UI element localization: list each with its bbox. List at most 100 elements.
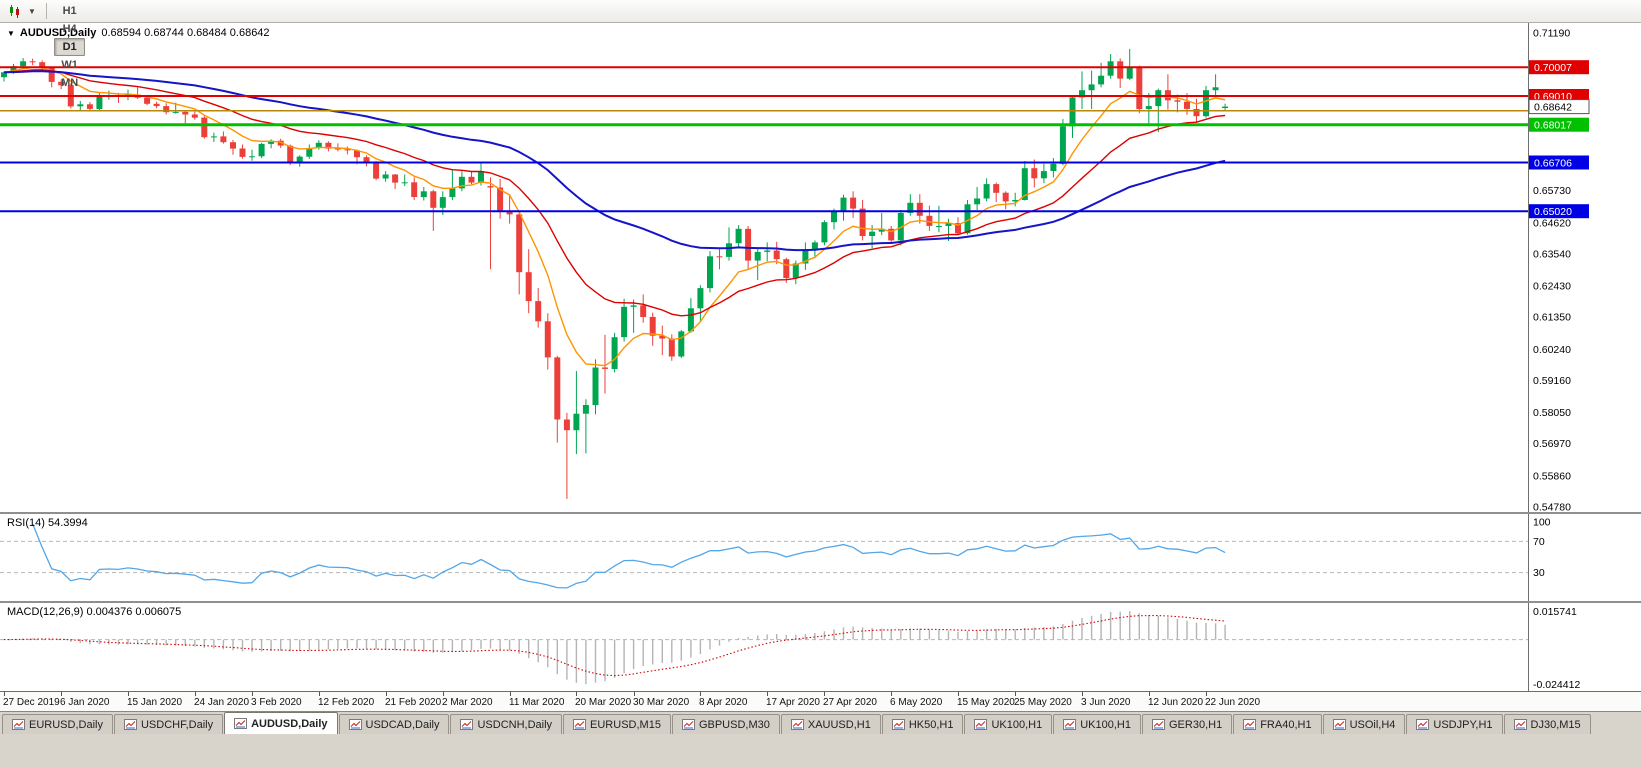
time-axis-tick xyxy=(767,692,768,696)
chart-tab-dj30-m15[interactable]: DJ30,M15 xyxy=(1503,714,1591,734)
time-axis-tick xyxy=(443,692,444,696)
chart-tab-eurusd-daily[interactable]: EURUSD,Daily xyxy=(2,714,113,734)
macd-label: MACD(12,26,9) 0.004376 0.006075 xyxy=(7,606,182,618)
chart-tab-eurusd-m15[interactable]: EURUSD,M15 xyxy=(563,714,671,734)
tab-chart-icon xyxy=(681,719,695,730)
time-axis-tick xyxy=(1082,692,1083,696)
panel-splitter-rsi[interactable] xyxy=(0,512,1641,514)
tab-chart-icon xyxy=(1243,719,1257,730)
svg-text:0.56970: 0.56970 xyxy=(1533,438,1571,450)
rsi-label: RSI(14) 54.3994 xyxy=(7,517,88,529)
chart-tab-ger30-h1[interactable]: GER30,H1 xyxy=(1142,714,1233,734)
time-axis-tick xyxy=(4,692,5,696)
time-axis-tick xyxy=(252,692,253,696)
chart-tab-uk100-h1[interactable]: UK100,H1 xyxy=(1053,714,1141,734)
svg-text:0.68017: 0.68017 xyxy=(1534,120,1572,132)
tab-label: EURUSD,M15 xyxy=(590,718,661,731)
chart-type-icon[interactable] xyxy=(5,2,26,21)
macd-panel[interactable]: 0.015741 -0.024412 MACD(12,26,9) 0.004376… xyxy=(0,603,1641,691)
time-axis-tick xyxy=(128,692,129,696)
rsi-levels xyxy=(0,540,1528,574)
chart-tab-usdjpy-h1[interactable]: USDJPY,H1 xyxy=(1406,714,1503,734)
bottom-area xyxy=(0,734,1641,767)
time-axis-label: 25 May 2020 xyxy=(1014,697,1072,708)
chart-tab-gbpusd-m30[interactable]: GBPUSD,M30 xyxy=(671,714,780,734)
tab-chart-icon xyxy=(1063,719,1077,730)
time-axis-label: 11 Mar 2020 xyxy=(509,697,565,708)
tab-chart-icon xyxy=(348,719,362,730)
svg-text:0.61350: 0.61350 xyxy=(1533,312,1571,324)
tab-label: USDCAD,Daily xyxy=(365,718,440,731)
main-chart-svg: 0.71190 0.65730 0.64620 0.63540 0.62430 0.613… xyxy=(0,23,1641,512)
time-axis-label: 27 Dec 2019 xyxy=(3,697,60,708)
tab-label: USDCHF,Daily xyxy=(140,718,214,731)
panel-splitter-macd[interactable] xyxy=(0,601,1641,603)
tab-chart-icon xyxy=(790,719,804,730)
tab-label: GER30,H1 xyxy=(1169,718,1223,731)
svg-text:-0.024412: -0.024412 xyxy=(1533,679,1580,691)
tab-label: HK50,H1 xyxy=(908,718,954,731)
timeframe-buttons: M1M5M15M30H1H4D1W1MN xyxy=(53,0,86,92)
tab-label: XAUUSD,H1 xyxy=(807,718,871,731)
svg-text:0.71190: 0.71190 xyxy=(1533,28,1570,40)
chart-symbol-label: AUDUSD,Daily xyxy=(19,27,97,39)
svg-text:0.63540: 0.63540 xyxy=(1533,249,1571,261)
svg-text:0.55860: 0.55860 xyxy=(1533,470,1571,482)
horizontal-lines-layer[interactable] xyxy=(0,66,1528,213)
tab-chart-icon xyxy=(234,718,248,729)
time-axis-tick xyxy=(958,692,959,696)
svg-text:0.54780: 0.54780 xyxy=(1533,502,1571,513)
svg-text:0.65730: 0.65730 xyxy=(1533,185,1571,197)
time-axis-tick xyxy=(700,692,701,696)
chart-tab-usoil-h4[interactable]: USOil,H4 xyxy=(1322,714,1406,734)
tab-chart-icon xyxy=(1152,719,1165,730)
chart-tab-usdcad-daily[interactable]: USDCAD,Daily xyxy=(338,714,450,734)
chart-tab-usdcnh-daily[interactable]: USDCNH,Daily xyxy=(450,714,563,734)
tab-label: DJ30,M15 xyxy=(1530,718,1581,731)
macd-histogram xyxy=(12,611,1226,685)
chart-tab-fra40-h1[interactable]: FRA40,H1 xyxy=(1233,714,1322,734)
timeframe-button-w1[interactable]: W1 xyxy=(61,59,78,71)
toolbar: ▼ M1M5M15M30H1H4D1W1MN xyxy=(0,0,1641,89)
tab-label: USOil,H4 xyxy=(1349,718,1396,731)
moving-averages-layer xyxy=(3,66,1226,367)
time-axis-label: 21 Feb 2020 xyxy=(385,697,442,708)
tab-chart-icon xyxy=(12,719,25,730)
time-axis-tick xyxy=(1015,692,1016,696)
svg-text:0.60240: 0.60240 xyxy=(1533,344,1571,356)
time-axis-label: 24 Jan 2020 xyxy=(194,697,250,708)
time-axis-label: 20 Mar 2020 xyxy=(575,697,632,708)
chart-type-dropdown-icon[interactable]: ▼ xyxy=(28,6,36,16)
svg-text:0.62430: 0.62430 xyxy=(1533,281,1571,293)
tab-label: EURUSD,Daily xyxy=(29,718,103,731)
svg-text:0.68642: 0.68642 xyxy=(1534,101,1572,113)
svg-text:0.64620: 0.64620 xyxy=(1533,217,1571,229)
chart-title: ▼ AUDUSD,Daily 0.68594 0.68744 0.68484 0… xyxy=(7,27,270,39)
price-line-tags: 0.700070.690100.680170.667060.650200.686… xyxy=(1528,60,1590,219)
rsi-line xyxy=(31,523,1226,589)
timeframe-button-h4[interactable]: H4 xyxy=(62,23,77,35)
time-axis-label: 15 Jan 2020 xyxy=(127,697,183,708)
candles-layer xyxy=(1,48,1229,499)
chart-tab-audusd-daily[interactable]: AUDUSD,Daily xyxy=(224,712,338,734)
chart-tab-uk100-h1[interactable]: UK100,H1 xyxy=(964,714,1053,734)
current-price-tag: 0.68642 xyxy=(1528,99,1590,115)
macd-axis-ticks: 0.015741 -0.024412 xyxy=(1533,606,1580,691)
rsi-panel[interactable]: 100 70 30 RSI(14) 54.3994 xyxy=(0,514,1641,601)
chart-tab-xauusd-h1[interactable]: XAUUSD,H1 xyxy=(780,714,881,734)
time-axis-label: 2 Mar 2020 xyxy=(442,697,493,708)
time-axis-label: 6 Jan 2020 xyxy=(60,697,110,708)
tab-label: UK100,H1 xyxy=(991,718,1043,731)
timeframe-button-d1[interactable]: D1 xyxy=(53,38,86,56)
timeframe-button-mn[interactable]: MN xyxy=(61,77,79,89)
time-axis[interactable]: 27 Dec 2019 6 Jan 2020 15 Jan 2020 24 Jan 2… xyxy=(0,691,1641,711)
timeframe-button-h1[interactable]: H1 xyxy=(62,5,77,17)
chart-tab-usdchf-daily[interactable]: USDCHF,Daily xyxy=(113,714,224,734)
time-axis-tick xyxy=(319,692,320,696)
tab-chart-icon xyxy=(1332,719,1346,730)
chart-tab-hk50-h1[interactable]: HK50,H1 xyxy=(881,714,964,734)
main-chart-panel[interactable]: 0.71190 0.65730 0.64620 0.63540 0.62430 0.613… xyxy=(0,23,1641,512)
tab-chart-icon xyxy=(460,719,474,730)
time-axis-tick xyxy=(1149,692,1150,696)
